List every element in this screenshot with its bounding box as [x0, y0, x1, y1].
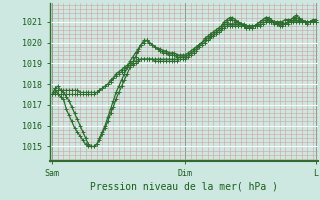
- X-axis label: Pression niveau de la mer( hPa ): Pression niveau de la mer( hPa ): [90, 182, 278, 192]
